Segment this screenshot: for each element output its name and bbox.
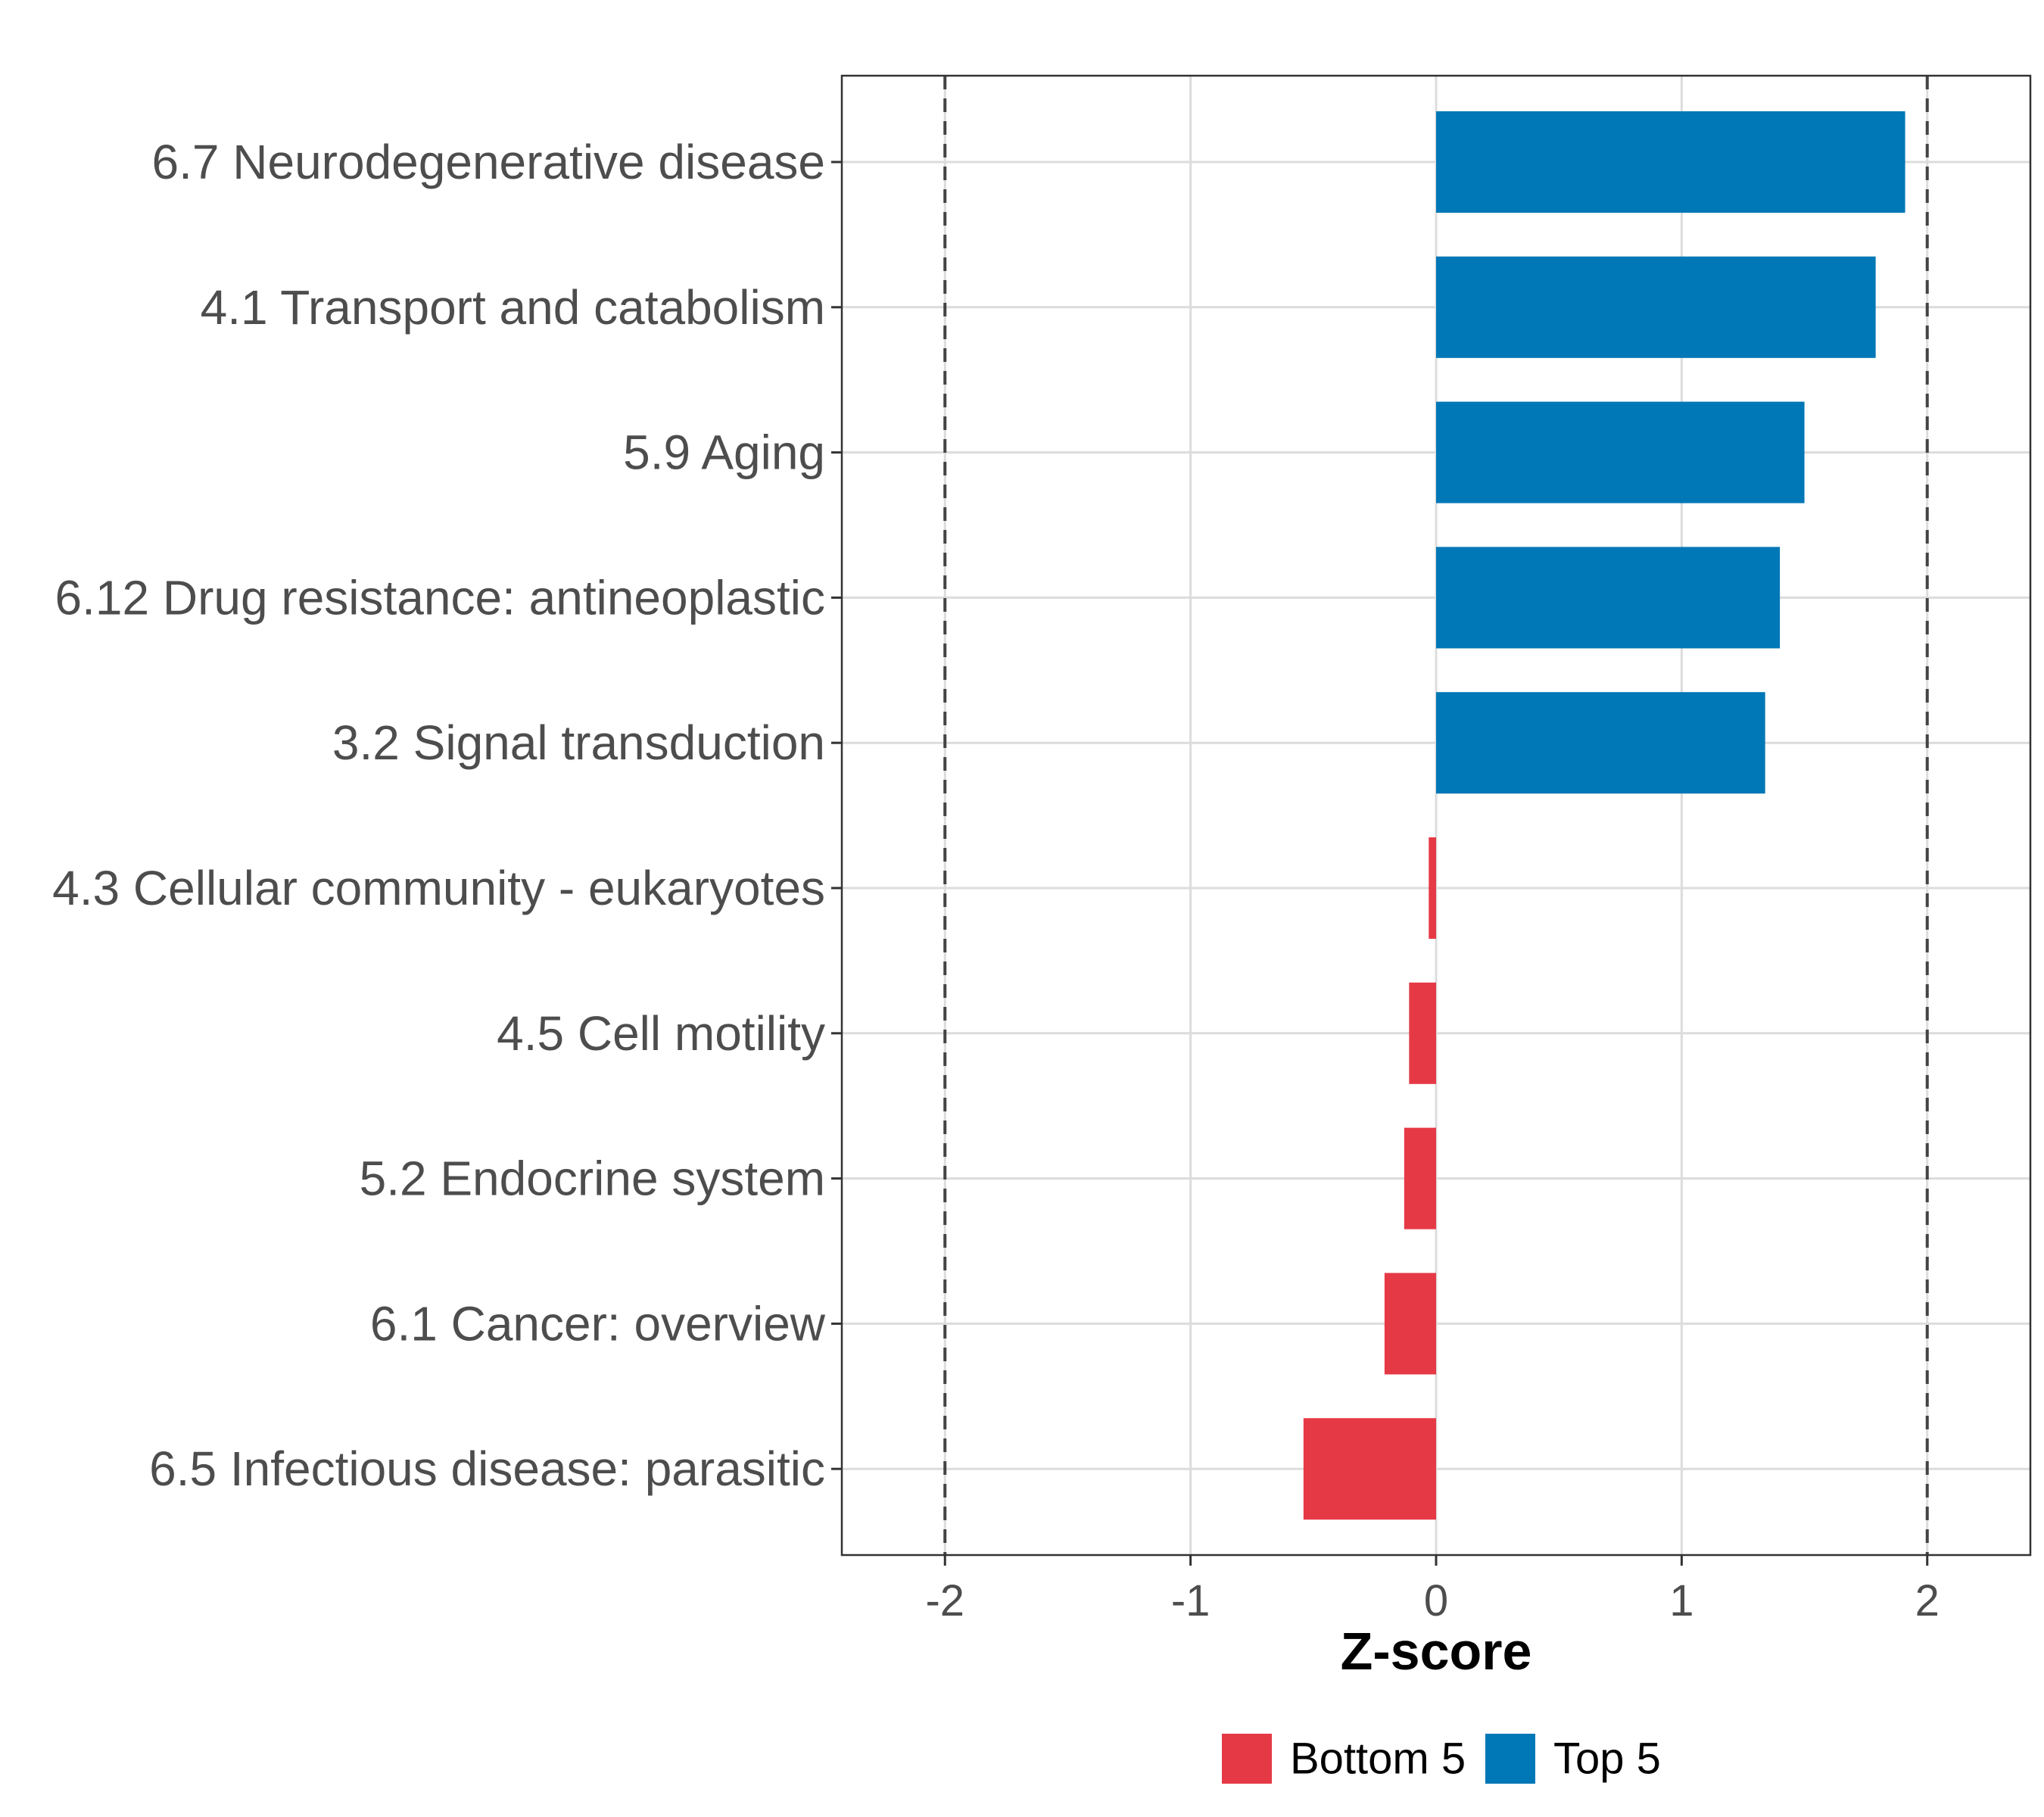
bar xyxy=(1436,547,1781,649)
category-label: 5.9 Aging xyxy=(623,425,825,480)
legend-swatch-bottom-5 xyxy=(1222,1734,1272,1784)
x-tick-label: 1 xyxy=(1669,1576,1693,1625)
category-label: 6.7 Neurodegenerative disease xyxy=(152,135,826,189)
x-tick-label: 0 xyxy=(1424,1576,1448,1625)
category-label: 5.2 Endocrine system xyxy=(360,1152,825,1206)
category-label: 6.12 Drug resistance: antineoplastic xyxy=(55,570,825,625)
x-tick-label: -2 xyxy=(925,1576,964,1625)
x-axis-title: Z-score xyxy=(1341,1622,1532,1681)
y-axis: 6.7 Neurodegenerative disease 4.1 Transpo… xyxy=(52,135,842,1496)
legend: Bottom 5 Top 5 xyxy=(1222,1734,1661,1784)
reference-lines xyxy=(943,76,1929,1555)
bar xyxy=(1384,1273,1436,1375)
legend-label: Top 5 xyxy=(1553,1734,1661,1784)
bar xyxy=(1436,256,1876,358)
bar xyxy=(1404,1127,1436,1230)
category-label: 4.1 Transport and catabolism xyxy=(201,280,825,335)
bar xyxy=(1429,837,1436,939)
category-label: 4.3 Cellular community - eukaryotes xyxy=(52,861,825,915)
bar xyxy=(1436,401,1805,503)
category-label: 6.5 Infectious disease: parasitic xyxy=(149,1441,825,1496)
bar xyxy=(1303,1418,1436,1520)
legend-label: Bottom 5 xyxy=(1290,1734,1466,1784)
bar-layer xyxy=(1303,111,1905,1520)
x-tick-label: -1 xyxy=(1171,1576,1211,1625)
x-axis: -2 -1 0 1 2 xyxy=(925,1555,1940,1625)
legend-swatch-top-5 xyxy=(1485,1734,1535,1784)
category-label: 6.1 Cancer: overview xyxy=(370,1296,826,1351)
bar xyxy=(1436,692,1765,794)
category-label: 4.5 Cell motility xyxy=(497,1006,825,1061)
bar xyxy=(1436,111,1905,213)
category-label: 3.2 Signal transduction xyxy=(332,715,825,770)
x-tick-label: 2 xyxy=(1915,1576,1940,1625)
bar xyxy=(1409,982,1436,1084)
